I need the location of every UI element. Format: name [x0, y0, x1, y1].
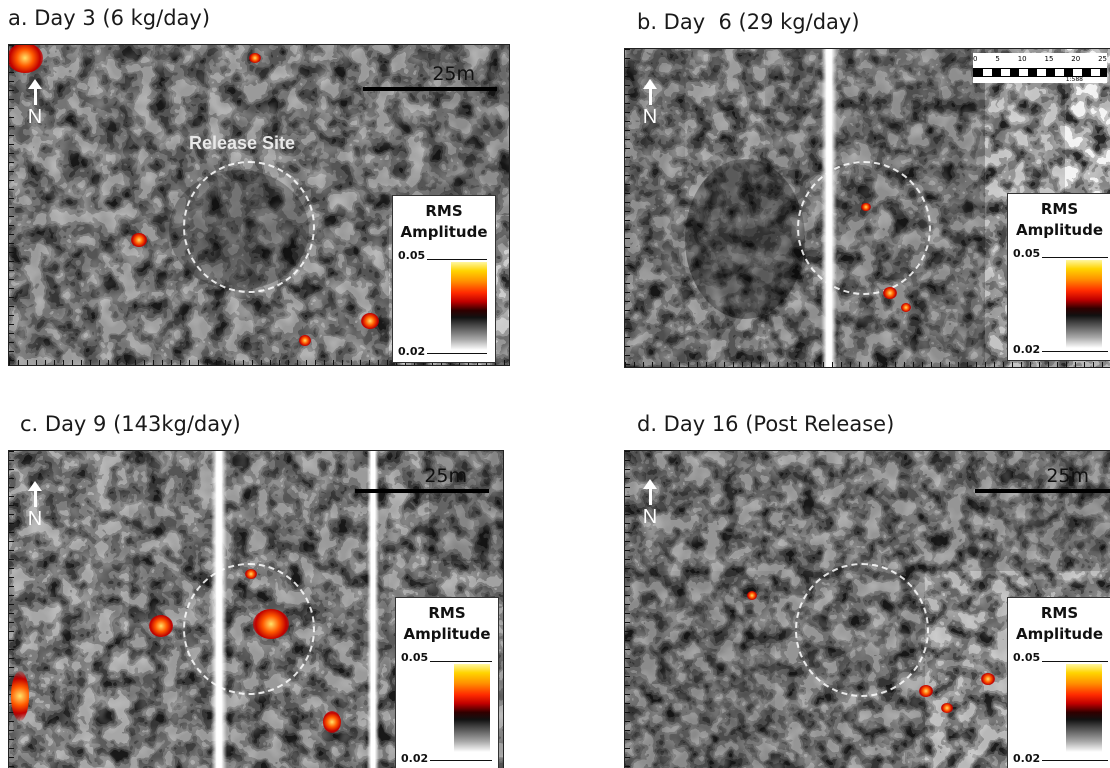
legend-title: RMS — [425, 202, 463, 220]
panel-b-anomaly — [861, 203, 871, 211]
panel-a-anomaly — [361, 313, 379, 329]
panel-a-anomaly — [131, 233, 147, 247]
panel-a-north-label: N — [27, 106, 43, 128]
panel-c-north-arrow-icon: N — [23, 481, 47, 531]
panel-d-anomaly — [981, 673, 995, 685]
legend-subtitle: Amplitude — [1015, 221, 1104, 239]
legend-title: RMS — [1040, 200, 1079, 218]
panel-c-scale-label: 25m — [424, 465, 467, 487]
panel-a-release-circle — [183, 161, 315, 293]
panel-b-caption: b. Day 6 (29 kg/day) — [637, 10, 860, 34]
legend-subtitle: Amplitude — [1015, 625, 1104, 643]
panel-a-anomaly — [9, 45, 43, 73]
panel-b-mini-scale-bar: 0 5 10 15 20 25 1:588 — [973, 53, 1107, 83]
panel-c-anomaly — [323, 711, 341, 733]
panel-c-release-circle — [183, 563, 315, 695]
legend-min-value: 0.02 — [398, 345, 426, 358]
panel-c-legend: RMS Amplitude 0.05 0.02 — [395, 597, 499, 768]
panel-c-scale-bar: 25m — [355, 461, 489, 493]
panel-c-left-ticks — [9, 451, 14, 768]
panel-d-map: N 25m RMS Amplitude 0.05 0.02 — [624, 450, 1110, 768]
panel-b-anomaly — [901, 303, 911, 312]
legend-max-value: 0.05 — [1013, 247, 1041, 260]
legend-subtitle: Amplitude — [400, 223, 488, 241]
panel-c-north-label: N — [27, 508, 43, 530]
panel-d-north-label: N — [642, 506, 658, 528]
panel-d-release-circle — [795, 563, 929, 697]
panel-b-north-arrow-icon: N — [638, 79, 662, 129]
legend-min-value: 0.02 — [401, 752, 429, 765]
panel-c-anomaly — [149, 615, 173, 637]
panel-d-anomaly — [747, 591, 757, 600]
panel-a-caption: a. Day 3 (6 kg/day) — [8, 6, 211, 30]
panel-a-anomaly — [249, 53, 261, 63]
panel-c-caption: c. Day 9 (143kg/day) — [20, 412, 241, 436]
legend-min-value: 0.02 — [1013, 752, 1041, 765]
panel-a-scale-bar: 25m — [363, 61, 497, 91]
panel-b-north-label: N — [642, 106, 658, 128]
release-site-label: Release Site — [189, 133, 296, 153]
legend-max-value: 0.05 — [1013, 651, 1041, 664]
legend-color-ramp — [1066, 664, 1102, 752]
panel-c-map: N 25m RMS Amplitude 0.05 0.02 — [8, 450, 504, 768]
legend-color-ramp — [454, 664, 490, 752]
panel-b-anomaly — [883, 287, 897, 299]
panel-d-scale-label: 25m — [1046, 465, 1089, 487]
legend-subtitle: Amplitude — [403, 625, 491, 643]
legend-title: RMS — [1040, 604, 1079, 622]
panel-c-anomaly — [253, 609, 289, 639]
panel-b-left-ticks — [625, 49, 630, 367]
panel-d-anomaly — [919, 685, 933, 697]
panel-d-legend: RMS Amplitude 0.05 0.02 — [1007, 597, 1110, 768]
legend-color-ramp — [1066, 260, 1102, 348]
legend-title: RMS — [428, 604, 466, 622]
legend-color-ramp — [451, 262, 487, 350]
panel-d-anomaly — [941, 703, 953, 713]
panel-a-scale-label: 25m — [432, 63, 475, 85]
panel-d-caption: d. Day 16 (Post Release) — [637, 412, 895, 436]
panel-a-left-ticks — [9, 45, 14, 365]
panel-d-left-ticks — [625, 451, 630, 768]
panel-a-map: N 25m Release Site RMS Amplitude 0.05 0.… — [8, 44, 510, 366]
panel-a-north-arrow-icon: N — [23, 79, 47, 129]
panel-b-legend: RMS Amplitude 0.05 0.02 — [1007, 193, 1110, 361]
panel-b-map: N 0 5 10 15 20 25 1:588 RMS Amplitude 0.… — [624, 48, 1110, 368]
panel-a-bottom-ticks — [9, 360, 509, 365]
legend-max-value: 0.05 — [401, 651, 429, 664]
panel-a-anomaly — [299, 335, 311, 346]
panel-d-scale-bar: 25m — [975, 461, 1110, 493]
panel-a-legend: RMS Amplitude 0.05 0.02 — [392, 195, 496, 363]
panel-c-anomaly — [245, 569, 257, 579]
panel-c-white-stripe — [367, 451, 379, 768]
panel-b-release-circle — [797, 161, 931, 295]
panel-b-bottom-ticks — [625, 362, 1110, 367]
legend-max-value: 0.05 — [398, 249, 426, 262]
legend-min-value: 0.02 — [1013, 343, 1041, 356]
panel-c-anomaly — [11, 671, 29, 721]
panel-d-north-arrow-icon: N — [638, 479, 662, 529]
